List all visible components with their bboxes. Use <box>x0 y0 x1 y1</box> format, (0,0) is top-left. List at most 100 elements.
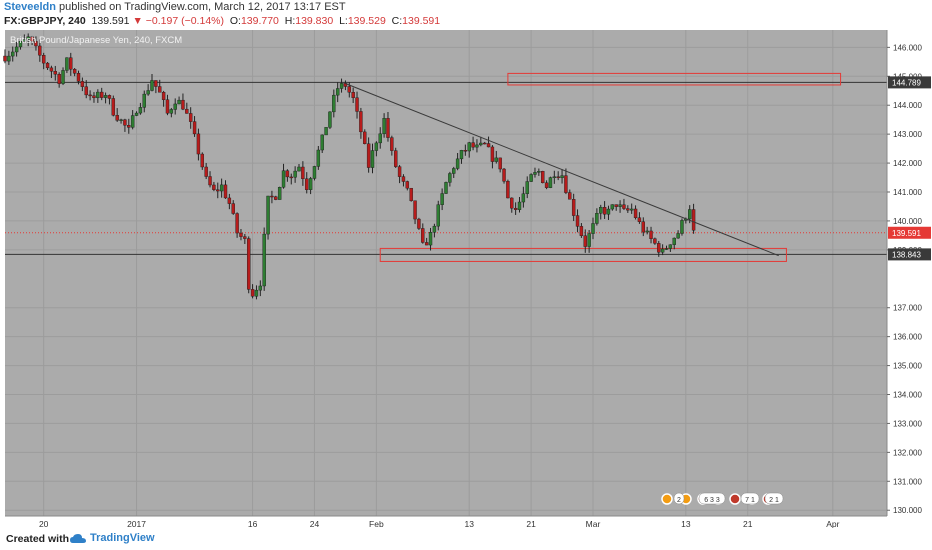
time-axis[interactable]: 20 2017 16 24 Feb 13 21 Mar 13 21 Apr <box>39 519 840 528</box>
candle-body <box>26 36 30 40</box>
candle-body <box>575 215 580 227</box>
candle-body <box>691 209 696 231</box>
zone-rectangle[interactable] <box>507 72 842 86</box>
candle-body <box>208 176 212 186</box>
close-value: 139.591 <box>402 15 441 27</box>
candle-body <box>475 144 479 148</box>
tradingview-brand-link[interactable]: TradingView <box>90 532 155 544</box>
candle-body <box>57 74 61 84</box>
candle-body <box>243 236 247 239</box>
open-value: 139.770 <box>240 15 279 27</box>
candle-body <box>564 175 568 193</box>
candle-body <box>502 168 506 182</box>
candle-body <box>41 55 46 64</box>
candle-body <box>22 39 27 42</box>
price-chart[interactable]: British Pound/Japanese Yen, 240, FXCM 2 6… <box>0 30 932 528</box>
candle-body <box>568 192 572 200</box>
candle-body <box>479 142 483 146</box>
x-tick-label: 13 <box>464 519 474 528</box>
tradingview-cloud-icon <box>70 534 86 543</box>
candle-body <box>297 166 301 172</box>
grid-lines <box>5 30 887 516</box>
candle-body <box>103 95 108 98</box>
candle-body <box>606 208 611 215</box>
candle-body <box>610 204 615 210</box>
y-tick-label: 132.000 <box>893 448 922 457</box>
y-tick-label: 136.000 <box>893 333 922 342</box>
high-value: 139.830 <box>295 15 334 27</box>
descending-trendline[interactable] <box>345 83 779 257</box>
candle-body <box>455 158 460 169</box>
price-change: −0.197 (−0.14%) <box>145 15 224 27</box>
candle-body <box>653 238 657 244</box>
candle-body <box>660 248 665 253</box>
candle-body <box>65 57 69 71</box>
candle-body <box>537 171 541 173</box>
author-link[interactable]: Steveeldn <box>4 1 56 13</box>
chart-header: Steveeldn published on TradingView.com, … <box>0 0 932 30</box>
candle-body <box>320 134 324 151</box>
candle-body <box>657 243 661 253</box>
candle-body <box>370 150 375 168</box>
candle-body <box>324 127 328 136</box>
y-tick-label: 141.000 <box>893 188 922 197</box>
candle-body <box>595 213 599 224</box>
candle-body <box>571 199 576 216</box>
plot-area[interactable] <box>5 30 887 516</box>
candle-body <box>177 99 181 105</box>
created-with-label: Created with <box>6 533 70 545</box>
zone-rectangle[interactable] <box>379 247 787 262</box>
candle-body <box>343 83 348 87</box>
y-tick-label: 140.000 <box>893 217 922 226</box>
flag-event-icon[interactable] <box>729 493 741 505</box>
candle-body <box>92 95 96 99</box>
y-tick-label: 131.000 <box>893 477 922 486</box>
candle-body <box>544 182 549 188</box>
low-value: 139.529 <box>347 15 386 27</box>
dividend-event-icon[interactable] <box>661 493 673 505</box>
candle-body <box>312 166 317 179</box>
candle-body <box>239 232 243 237</box>
candle-body <box>200 153 204 168</box>
candle-body <box>347 86 351 93</box>
candle-body <box>123 119 127 126</box>
candle-body <box>127 125 131 128</box>
candle-body <box>452 168 456 174</box>
candle-body <box>436 204 440 227</box>
candle-body <box>281 170 286 188</box>
event-badge[interactable] <box>740 492 760 505</box>
event-markers[interactable]: 2 6 3 3 7 1 2 1 <box>661 492 784 505</box>
candle-body <box>405 181 410 189</box>
candle-body <box>614 204 618 207</box>
candle-body <box>378 133 382 144</box>
candle-body <box>328 111 332 128</box>
event-badge[interactable] <box>698 492 726 505</box>
x-tick-label: 20 <box>39 519 49 528</box>
symbol-label[interactable]: FX:GBPJPY, 240 <box>4 15 86 27</box>
candle-body <box>277 187 282 200</box>
trendline[interactable] <box>345 83 779 257</box>
candle-body <box>111 98 116 116</box>
candle-body <box>583 235 587 247</box>
candle-body <box>258 285 263 291</box>
y-tick-label: 134.000 <box>893 391 922 400</box>
candle-body <box>413 200 417 220</box>
open-label: O: <box>229 15 241 27</box>
price-tag-text: 138.843 <box>892 250 921 259</box>
support-resistance-zones[interactable] <box>379 72 842 262</box>
candle-body <box>339 83 344 89</box>
candle-body <box>212 184 216 190</box>
candle-body <box>417 218 421 229</box>
x-tick-label: Feb <box>369 519 384 528</box>
event-badge[interactable] <box>673 492 685 505</box>
candle-body <box>672 237 676 245</box>
candle-body <box>161 92 166 100</box>
candle-body <box>146 90 150 95</box>
candle-body <box>579 226 584 236</box>
price-tag <box>888 76 931 89</box>
candle-body <box>668 244 673 249</box>
event-badge[interactable] <box>764 492 784 505</box>
candle-body <box>599 207 603 214</box>
candle-body <box>196 133 201 155</box>
candle-body <box>219 184 224 192</box>
